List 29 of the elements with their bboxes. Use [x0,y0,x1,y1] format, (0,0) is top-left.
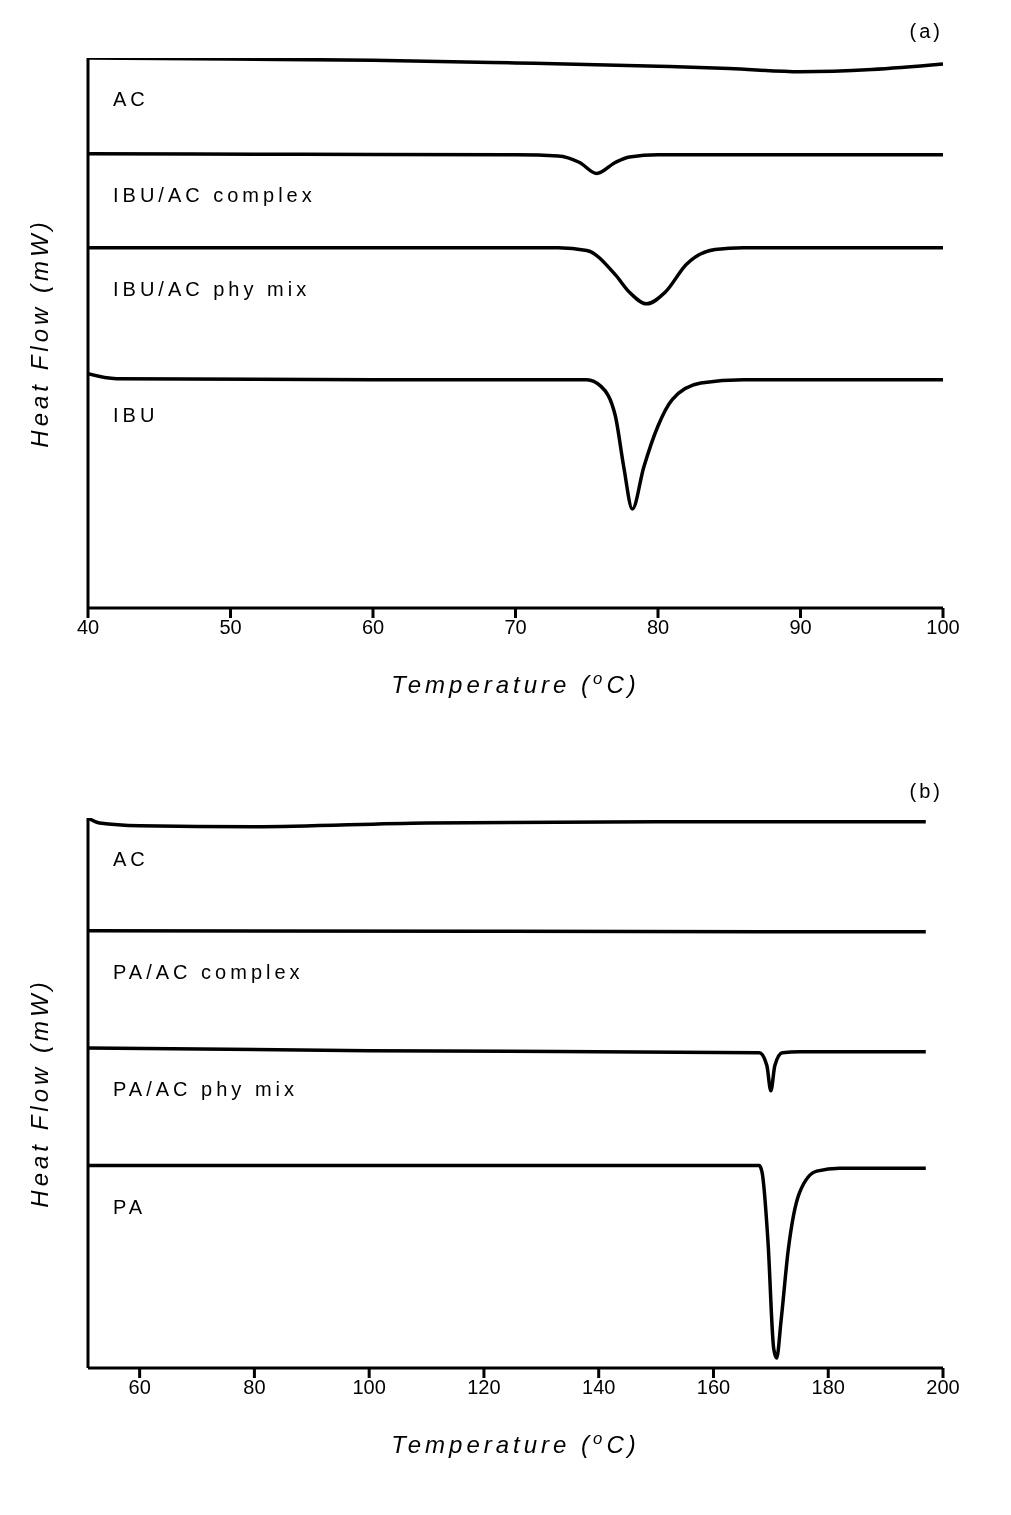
series-label: IBU [113,403,159,426]
x-tick-label: 80 [646,616,670,639]
chart-title: (b) [909,780,943,802]
series-label: AC [113,848,149,870]
x-tick-label: 160 [696,1376,731,1399]
x-tick-label: 60 [361,616,385,639]
x-tick-label: 120 [467,1376,501,1399]
x-tick-label: 100 [352,1376,386,1399]
y-axis-title: Heat Flow (mW) [26,218,53,448]
series-label: PA [113,1195,147,1218]
x-axis-title: Temperature ($^{o}$C) [391,1428,640,1458]
y-axis-title: Heat Flow (mW) [26,978,53,1208]
series-label: IBU/AC phy mix [113,277,311,300]
x-tick-label: 100 [926,616,960,639]
series-label: AC [113,88,149,110]
x-tick-label: 200 [926,1376,960,1399]
x-tick-label: 60 [128,1376,151,1399]
x-tick-label: 50 [219,616,242,639]
x-tick-label: 80 [243,1376,266,1399]
x-tick-label: 40 [76,616,100,639]
series-label: IBU/AC complex [113,183,316,206]
series-label: PA/AC complex [113,960,304,983]
x-tick-label: 90 [789,616,812,639]
chart-title: (a) [909,20,943,42]
series-label: PA/AC phy mix [113,1077,298,1100]
x-tick-label: 180 [811,1376,845,1399]
x-tick-label: 140 [582,1376,616,1399]
x-axis-title: Temperature ($^{o}$C) [391,668,640,698]
x-tick-label: 70 [504,616,527,639]
